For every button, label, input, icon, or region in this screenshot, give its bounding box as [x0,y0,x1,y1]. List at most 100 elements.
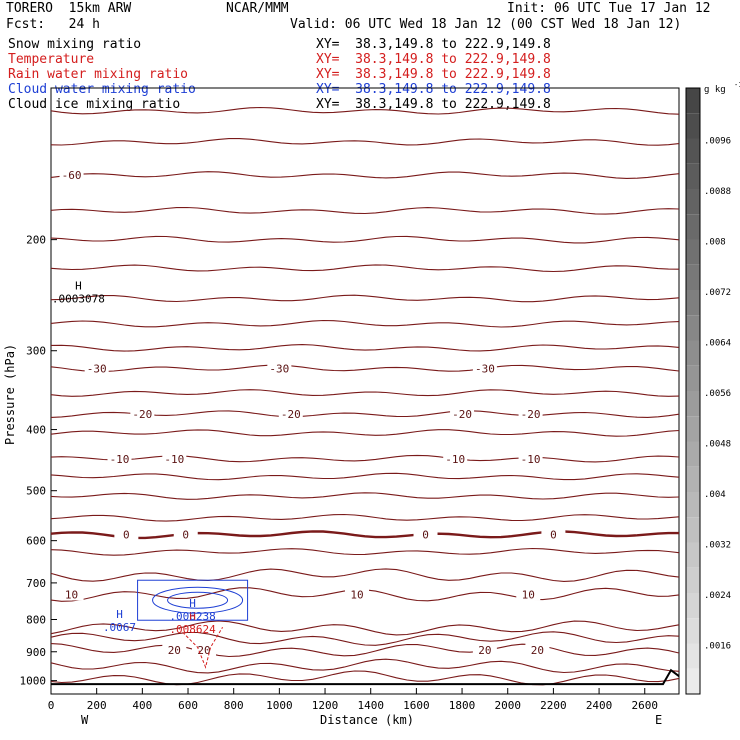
temperature-contour [50,171,680,179]
contour-label: -30 [475,362,495,375]
temperature-contour [50,670,680,686]
colorbar-segment [686,138,700,164]
contour-label: 10 [350,588,363,601]
temperature-contour [50,429,680,437]
contour-label-bg [59,168,84,182]
contour-label-bg [173,527,198,541]
plot-frame [50,87,680,695]
y-tick-label: 900 [26,646,46,659]
center-title: NCAR/MMM [226,1,289,16]
x-tick-label: 600 [178,699,198,712]
extremum-value: .0067 [103,621,136,634]
contour-label-bg [516,587,541,601]
y-tick-label: 400 [26,424,46,437]
temperature-contour [50,206,680,215]
temperature-contour [50,513,680,522]
contour-label: 20 [531,644,544,657]
contour-label-bg [107,451,132,465]
x-tick-label: 1200 [312,699,339,712]
colorbar-segment [686,517,700,543]
contour-label: -20 [521,408,541,421]
extremum-type: H [189,610,196,623]
x-axis-label: Distance (km) [320,713,414,727]
colorbar-segment [686,391,700,417]
colorbar-tick-label: .0056 [704,389,731,399]
colorbar-segment [686,239,700,265]
colorbar-tick-label: .0032 [704,541,731,551]
contour-label-bg [518,407,543,421]
contour-label: -10 [445,453,465,466]
contour-label: 20 [168,644,181,657]
colorbar-unit: g kg [704,85,726,95]
colorbar-tick-label: .0016 [704,642,731,652]
contour-label-bg [162,451,187,465]
contour-label: -20 [281,408,301,421]
contour-label-bg [472,643,497,657]
temperature-contour [50,620,680,636]
x-end-label-west: W [81,713,89,727]
contour-label-bg [59,587,84,601]
extremum-value: .0003078 [52,293,105,306]
contour-label-bg [162,643,187,657]
colorbar-segment [686,668,700,694]
x-tick-label: 400 [132,699,152,712]
temperature-contour [50,472,680,481]
cloud-water-contour [167,591,229,609]
x-tick-label: 800 [224,699,244,712]
colorbar-tick-label: .0064 [704,339,731,349]
temperature-contour [50,631,680,646]
x-tick-label: 2000 [494,699,521,712]
x-tick-label: 2200 [540,699,567,712]
init-time: Init: 06 UTC Tue 17 Jan 12 [507,1,711,16]
temperature-contour [50,643,680,658]
extremum-type: H [116,608,123,621]
colorbar-segment [686,618,700,644]
contour-label: -10 [164,453,184,466]
contour-label-bg [278,407,303,421]
contour-label-bg [541,527,566,541]
y-tick-label: 300 [26,345,46,358]
temperature-contour [50,319,680,328]
valid-time: Valid: 06 UTC Wed 18 Jan 12 (00 CST Wed … [290,17,682,32]
field-temperature-name: Temperature [8,52,95,67]
temperature-contour [50,389,680,397]
y-tick-label: 700 [26,577,46,590]
temperature-contour [50,106,680,115]
contour-label-bg [472,361,497,375]
contour-label: -10 [110,453,130,466]
contour-label-bg [450,407,475,421]
colorbar-segment [686,189,700,215]
cloud-water-contour [152,586,244,614]
x-tick-label: 2600 [631,699,658,712]
contour-label-bg [114,527,139,541]
colorbar-segment [686,567,700,593]
field-rain-name: Rain water mixing ratio [8,67,189,82]
y-tick-label: 1000 [20,675,47,688]
y-tick-label: 500 [26,485,46,498]
field-cloudwater-name: Cloud water mixing ratio [8,82,196,97]
field-cloudwater-xy: XY= 38.3,149.8 to 222.9,149.8 [316,82,551,97]
colorbar-segment [686,290,700,316]
temperature-contour [50,294,680,303]
temperature-contour [50,235,680,244]
colorbar-segment [686,441,700,467]
contour-label: 0 [550,529,557,542]
contour-label-bg [192,643,217,657]
temperature-contour [50,492,680,500]
temperature-contour [50,658,680,674]
contour-label: 10 [65,588,78,601]
x-tick-label: 200 [87,699,107,712]
contour-label: -30 [87,362,107,375]
colorbar-tick-label: .0072 [704,288,731,298]
temperature-contour [50,138,680,146]
contour-label: -20 [452,408,472,421]
temperature-contour [50,344,680,352]
contour-label: 0 [123,529,130,542]
contour-label-bg [525,643,550,657]
extremum-type: H [189,597,196,610]
x-tick-label: 0 [48,699,55,712]
x-tick-label: 1400 [357,699,384,712]
model-title: TORERO 15km ARW [6,1,132,16]
colorbar-segment [686,315,700,341]
x-tick-label: 1800 [449,699,476,712]
